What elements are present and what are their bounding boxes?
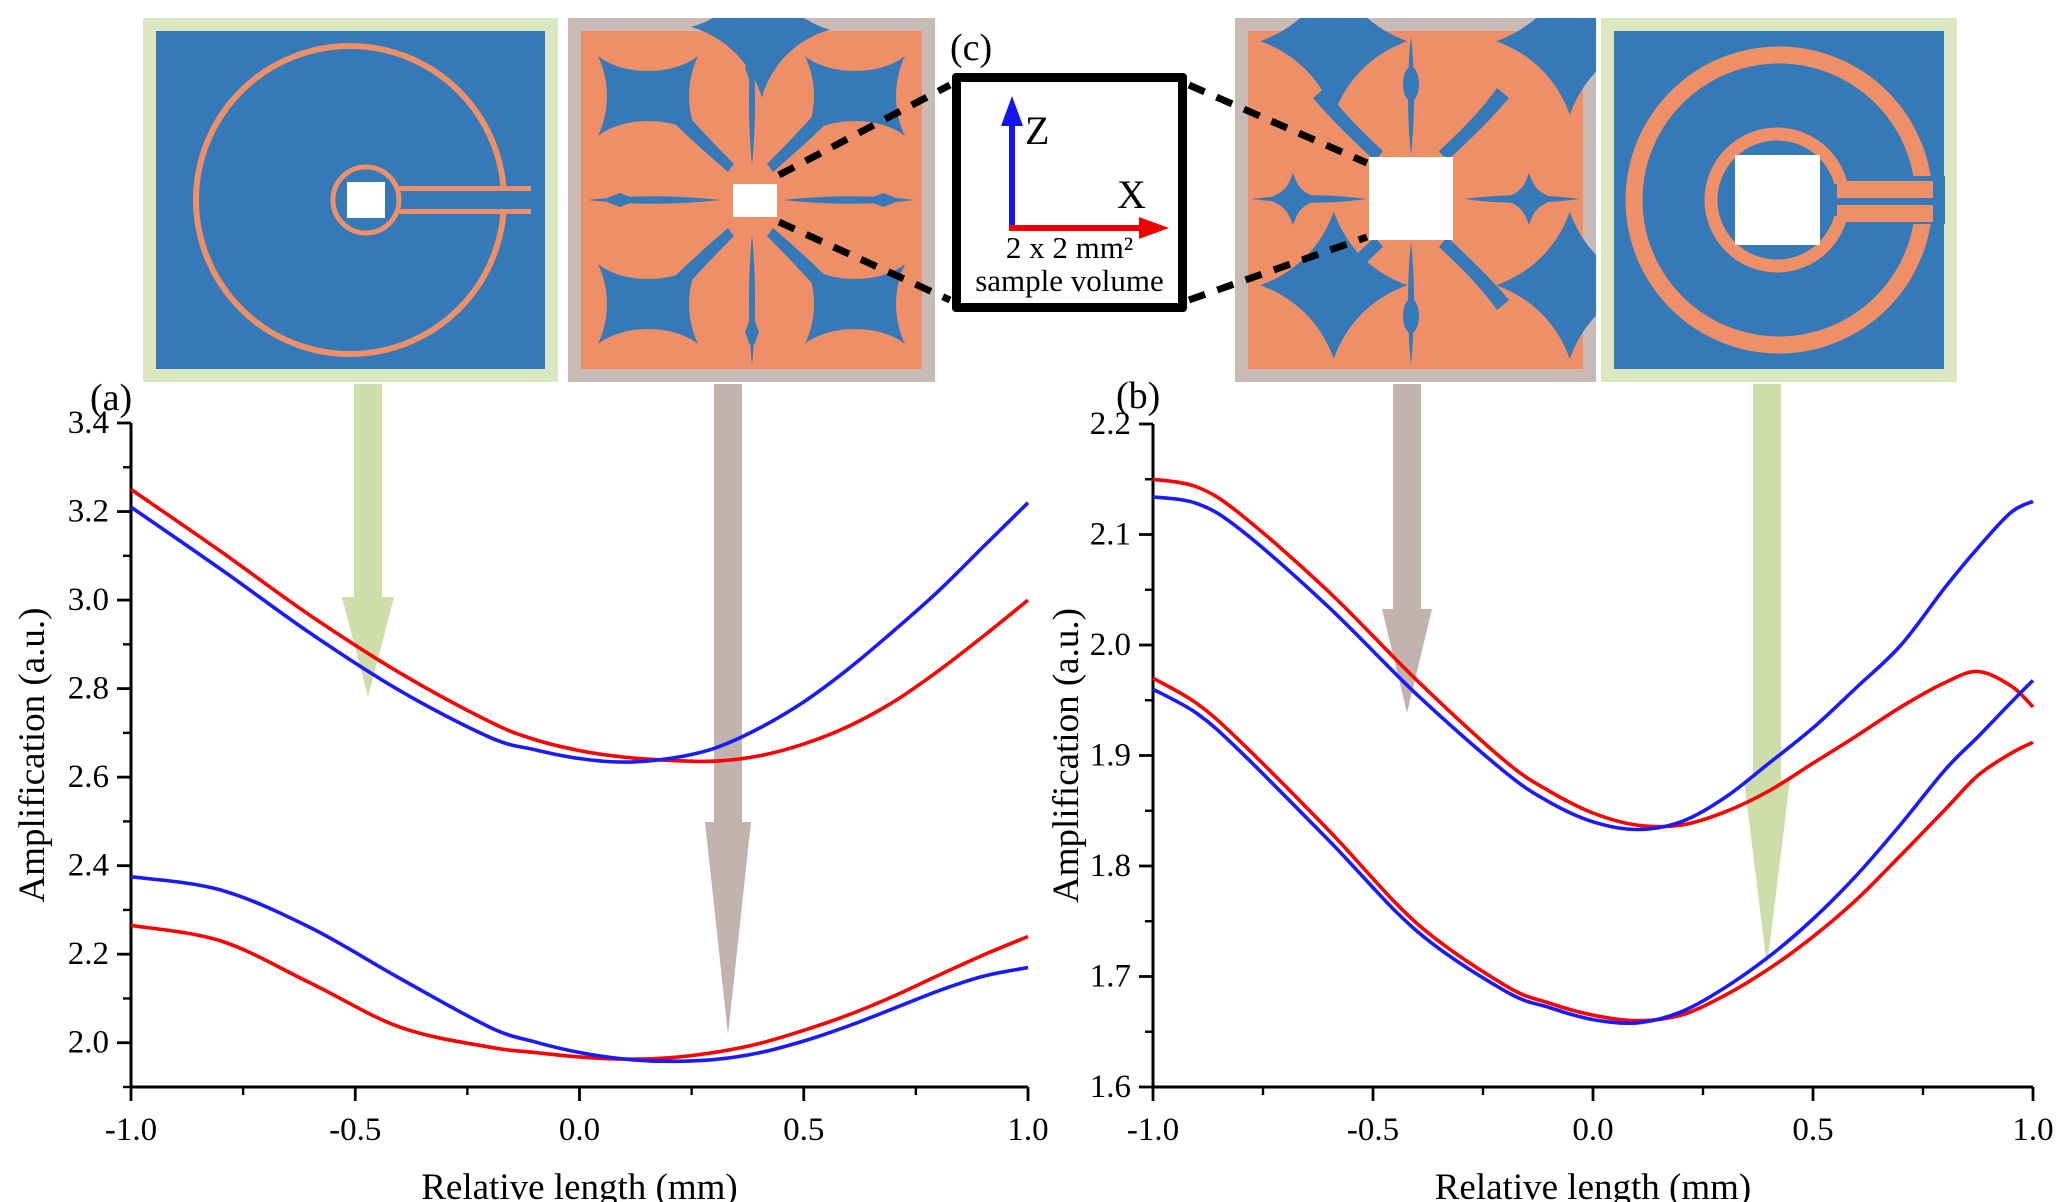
plot-a-curve-upper-blue	[129, 501, 1030, 764]
plot-b-curve-lower-blue	[1152, 679, 2035, 1026]
plot-a-ytick-label: 2.6	[68, 759, 109, 795]
panel-label-b: (b)	[1116, 375, 1161, 417]
plot-b-xtick-label: 1.0	[2012, 1112, 2053, 1148]
plot-a-xaxis-title: Relative length (mm)	[421, 1167, 737, 1202]
plot-b-xaxis-title: Relative length (mm)	[1435, 1167, 1751, 1202]
plot-a-xtick-label: -1.0	[105, 1112, 157, 1148]
z-axis-arrowhead-icon	[1001, 96, 1023, 126]
plot-b-ytick-label: 2.0	[1090, 627, 1131, 663]
coil-image-topology-optimized-large	[1235, 18, 1596, 382]
topology-coil-graphic-large	[1235, 18, 1596, 382]
sample-volume-caption: 2 x 2 mm² sample volume	[961, 230, 1178, 299]
plot-b-curve-lower-red	[1152, 676, 2034, 1023]
plot-a-ytick-label: 2.2	[68, 936, 109, 972]
panel-label-a: (a)	[90, 377, 133, 419]
plot-a-curve-lower-blue	[130, 874, 1029, 1064]
sample-area-marker	[347, 182, 385, 218]
plot-a-curve-upper-red	[129, 487, 1030, 764]
plot-b-yaxis-title: Amplification (a.u.)	[1046, 608, 1087, 903]
plot-b-xtick-label: -1.0	[1127, 1112, 1179, 1148]
plot-a-xtick-label: 0.5	[783, 1112, 824, 1148]
pointer-arrow-b-2	[1382, 384, 1432, 713]
x-axis-label: X	[1117, 172, 1146, 217]
panel-label-c: (c)	[950, 27, 993, 69]
plot-a-xtick-label: 1.0	[1007, 1112, 1048, 1148]
plot-b-ytick-label: 1.7	[1090, 959, 1131, 995]
plot-b-ytick-label: 1.6	[1090, 1069, 1131, 1105]
plot-a-yaxis-title: Amplification (a.u.)	[12, 608, 53, 903]
plot-a-xtick-label: 0.0	[559, 1112, 600, 1148]
pointer-arrow-a-1	[705, 384, 751, 1035]
plot-b-xtick-label: -0.5	[1347, 1112, 1399, 1148]
plot-b-xtick-label: 0.0	[1572, 1112, 1613, 1148]
plot-a-ytick-label: 2.8	[68, 671, 109, 707]
plot-b-axes	[1151, 424, 2033, 1089]
plot-b-ytick-label: 2.1	[1090, 517, 1131, 553]
coil-image-thin-ring	[143, 18, 558, 382]
thin-ring-coil-graphic	[143, 18, 558, 382]
sample-area-marker	[1369, 157, 1453, 240]
plot-b-ytick-label: 1.9	[1090, 738, 1131, 774]
plot-a-xtick-label: -0.5	[329, 1112, 381, 1148]
plot-a-curve-lower-red	[130, 923, 1029, 1061]
sample-volume-text: sample volume	[975, 263, 1164, 299]
plot-b-xtick-label: 0.5	[1792, 1112, 1833, 1148]
coil-image-topology-optimized-small	[568, 18, 935, 382]
plot-a-axes	[129, 423, 1028, 1089]
plot-a-ytick-label: 2.4	[68, 848, 109, 884]
plot-a-ytick-label: 2.0	[68, 1025, 109, 1061]
x-axis-arrowhead-icon	[1139, 217, 1169, 239]
plot-b-ytick-label: 1.8	[1090, 848, 1131, 884]
coil-image-thick-ring	[1601, 18, 1957, 382]
pointer-arrow-b-3	[1744, 384, 1790, 967]
topology-coil-graphic-small	[568, 18, 935, 382]
sample-volume-box: Z X 2 x 2 mm² sample volume	[952, 73, 1187, 312]
plot-b-curve-upper-blue	[1152, 495, 2034, 832]
thick-ring-coil-graphic	[1601, 18, 1957, 382]
pointer-arrow-a-0	[342, 384, 394, 697]
plot-a-ytick-label: 3.0	[68, 582, 109, 618]
z-axis-label: Z	[1025, 108, 1049, 153]
sample-area-marker	[733, 184, 777, 217]
sample-size-text: 2 x 2 mm²	[1005, 230, 1134, 266]
plot-a-ytick-label: 3.2	[68, 494, 109, 530]
plot-b-curve-upper-red	[1152, 477, 2035, 829]
sample-area-marker	[1735, 155, 1820, 245]
coordinate-axes-graphic: Z X	[1001, 96, 1169, 239]
